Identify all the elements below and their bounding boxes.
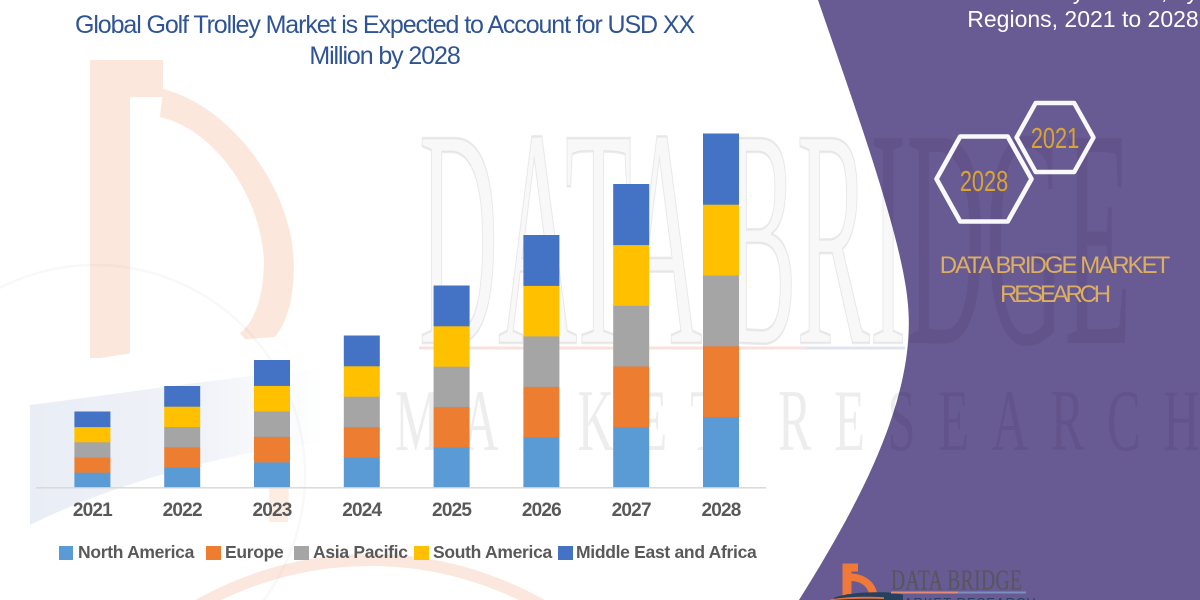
svg-text:DATA BRIDGE: DATA BRIDGE: [891, 565, 1022, 596]
svg-text:2028: 2028: [960, 166, 1008, 198]
svg-text:MARKET RESEARCH: MARKET RESEARCH: [892, 595, 1037, 600]
svg-text:2021: 2021: [1031, 123, 1079, 155]
